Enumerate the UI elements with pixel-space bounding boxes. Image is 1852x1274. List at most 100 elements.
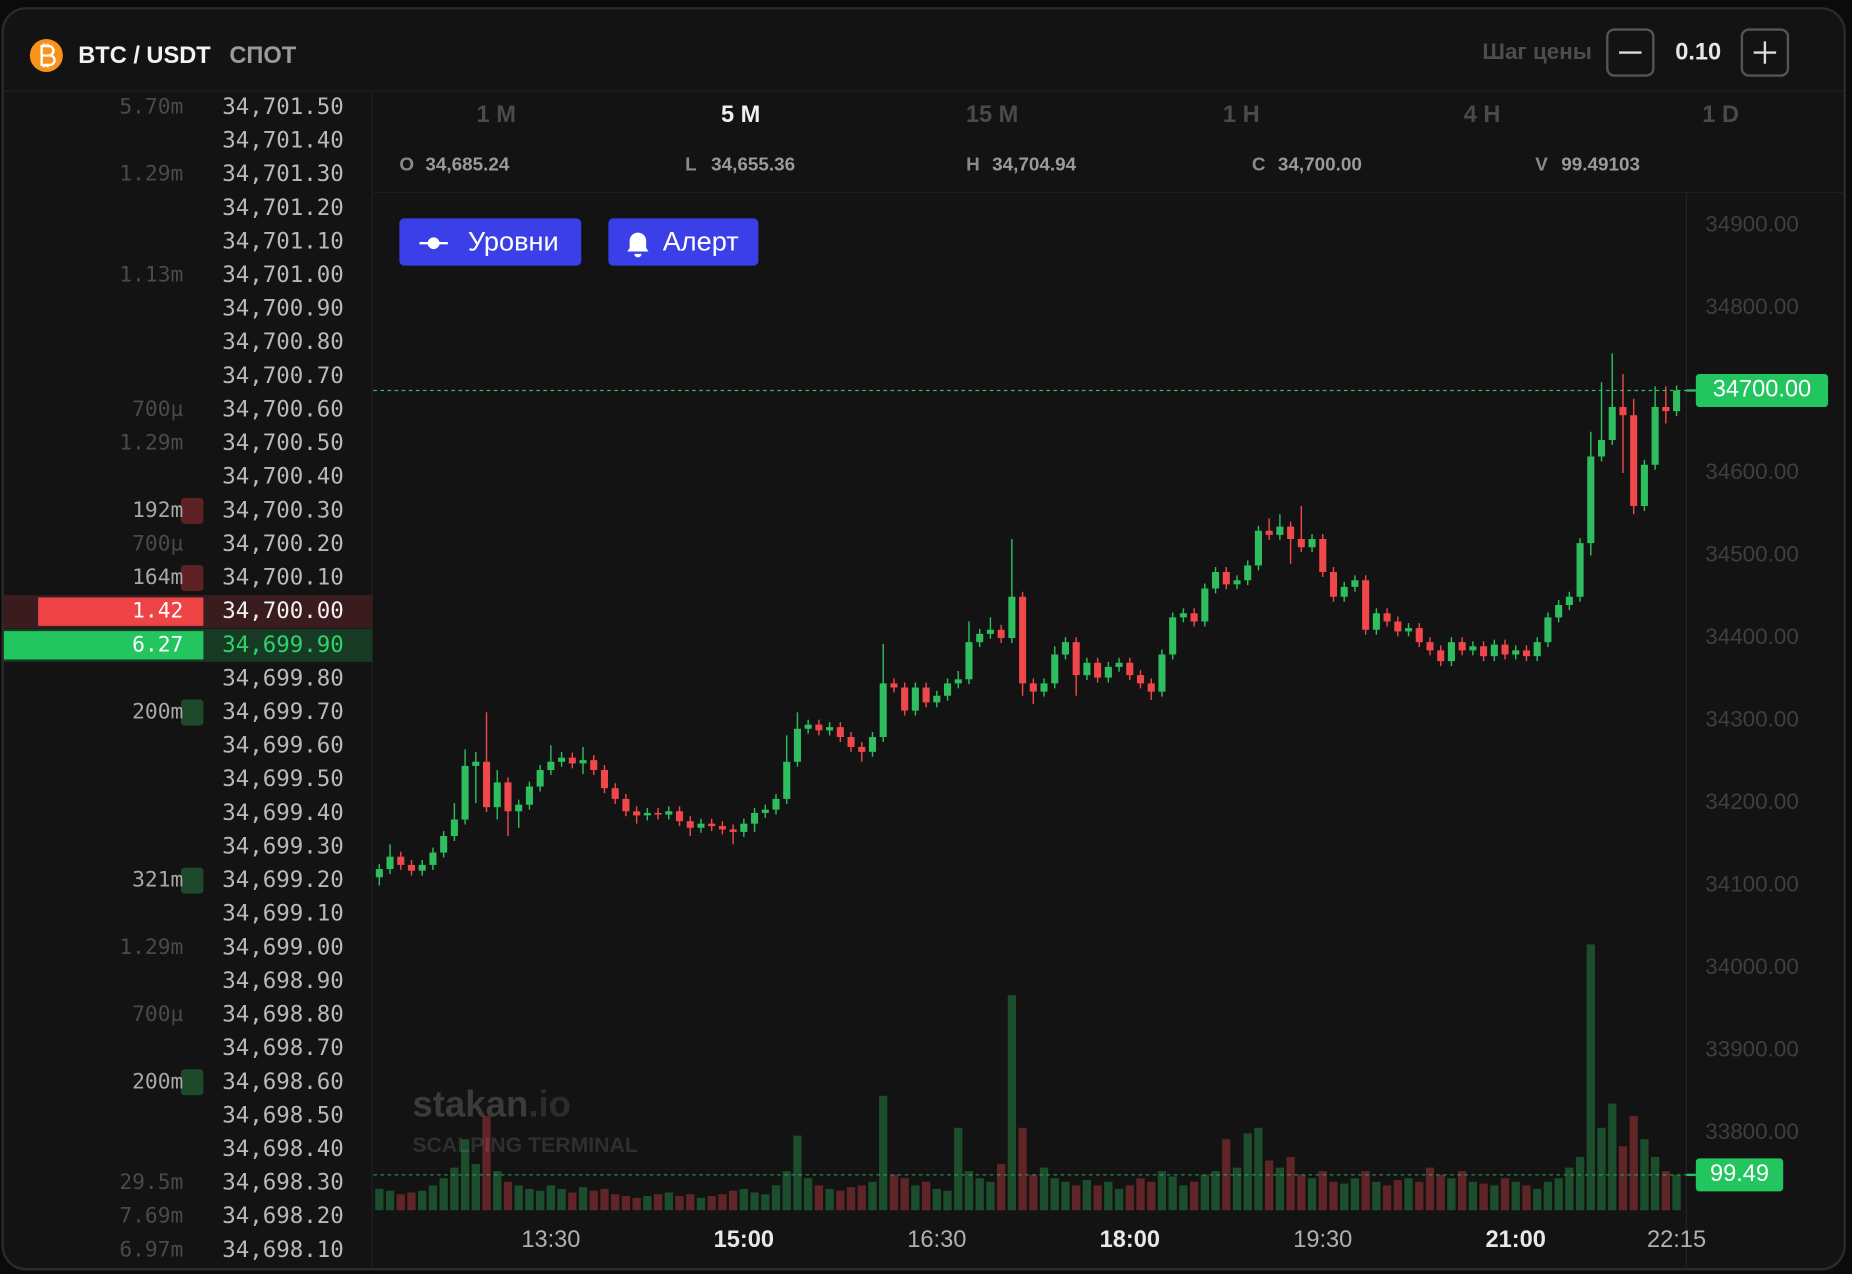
window	[1, 7, 1846, 1271]
volume-bar	[718, 1194, 727, 1211]
volume-bar	[1661, 1171, 1670, 1211]
levels-button-bg[interactable]	[399, 218, 582, 266]
x-tick-label: 18:00	[1100, 1227, 1160, 1253]
x-tick-label: 16:30	[907, 1227, 966, 1253]
volume-bar	[1425, 1167, 1435, 1211]
volume-bar	[1307, 1178, 1317, 1211]
volume-bar	[1157, 1171, 1167, 1211]
candle-body	[1522, 650, 1531, 657]
step-plus-box[interactable]	[1740, 28, 1790, 77]
candle-body	[1576, 543, 1584, 597]
order-price: 34,700.70	[222, 363, 344, 389]
levels-label[interactable]: Уровни	[468, 225, 559, 256]
volume-bar	[1586, 944, 1595, 1211]
volume-bar	[557, 1188, 566, 1211]
candle-body	[954, 679, 962, 684]
candle-body	[911, 687, 919, 711]
last-volume-label: 99.49	[1710, 1161, 1769, 1187]
step-plus[interactable]	[1740, 28, 1790, 77]
alert-label[interactable]: Алерт	[663, 225, 739, 256]
timeframe[interactable]: 1 M	[477, 102, 516, 128]
candle-body	[536, 770, 544, 787]
order-price: 34,698.50	[222, 1102, 344, 1128]
volume-bar	[964, 1171, 974, 1211]
timeframe[interactable]: 5 M	[721, 102, 760, 128]
candle-body	[847, 737, 855, 747]
order-price: 34,698.80	[222, 1002, 344, 1028]
volume-bar	[632, 1197, 641, 1211]
volume-bar	[1018, 1127, 1027, 1211]
volume-bar	[1211, 1171, 1220, 1211]
volume-bar	[921, 1181, 931, 1211]
ohlc-value: 99.49103	[1561, 154, 1640, 175]
volume-bar	[1189, 1181, 1199, 1211]
candle-body	[1480, 646, 1488, 657]
candle-body	[729, 829, 737, 832]
ohlc-value: 34,700.00	[1278, 154, 1362, 175]
volume-bar	[536, 1190, 545, 1211]
volume-bar	[1286, 1156, 1295, 1211]
alert-button[interactable]: Алерт	[608, 218, 759, 266]
volume-bar	[1318, 1171, 1327, 1211]
order-price: 34,698.40	[222, 1136, 344, 1162]
candle-body	[1061, 642, 1070, 655]
volume-bar	[1447, 1178, 1456, 1211]
price-step: 0.10	[1675, 39, 1721, 65]
candle-body	[997, 629, 1005, 639]
candle-body	[1265, 530, 1273, 535]
volume-bar	[1533, 1188, 1542, 1211]
volume-bar	[707, 1196, 716, 1211]
watermark-tagline: SCALPING TERMINAL	[412, 1133, 637, 1157]
order-price: 34,700.20	[222, 531, 344, 557]
candle-body	[1147, 683, 1155, 692]
price-step-label: Шаг цены	[1482, 39, 1592, 64]
order-size: 164m	[132, 565, 183, 590]
timeframe[interactable]: 1 H	[1223, 102, 1260, 128]
volume-bar	[1340, 1183, 1349, 1211]
y-tick-label: 34900.00	[1705, 211, 1799, 236]
candle-body	[1383, 613, 1391, 622]
candle-body	[654, 812, 662, 815]
step-minus-box[interactable]	[1606, 28, 1655, 77]
bid-marker	[180, 699, 204, 726]
candle-body	[761, 809, 769, 813]
volume-bar	[675, 1196, 684, 1211]
candle-body	[665, 811, 673, 815]
order-size: 29.5m	[119, 1170, 183, 1195]
volume-bar	[514, 1185, 523, 1211]
order-book: 5.70m 34,701.50 34,701.40 1.29m 34,701.30 34,…	[3, 94, 373, 1263]
volume-bar	[1029, 1174, 1038, 1211]
ohlc-value: 34,685.24	[425, 154, 509, 175]
candle-body	[976, 633, 984, 643]
timeframe[interactable]: 4 H	[1464, 102, 1501, 128]
candle-body	[1351, 580, 1359, 587]
candle-layer	[375, 353, 1681, 886]
candle-body	[793, 728, 801, 762]
volume-bar	[1104, 1181, 1113, 1211]
levels-button[interactable]: Уровни	[399, 218, 582, 266]
volume-bar	[943, 1190, 952, 1211]
step-minus[interactable]	[1606, 28, 1655, 77]
volume-bar	[385, 1190, 395, 1211]
timeframe[interactable]: 15 M	[966, 102, 1019, 128]
ohlc-key: O	[399, 154, 414, 175]
candle-body	[1512, 650, 1520, 655]
pair: BTC / USDT	[78, 43, 211, 69]
volume-bar	[739, 1188, 748, 1211]
x-tick-label: 13:30	[521, 1227, 580, 1253]
order-price: 34,701.10	[222, 228, 344, 254]
candle-body	[1083, 662, 1091, 676]
ohlc-key: L	[685, 154, 697, 175]
volume-bar	[1200, 1174, 1209, 1211]
candle-body	[611, 788, 619, 799]
volume-bar	[621, 1196, 631, 1211]
y-tick-label: 34600.00	[1705, 459, 1799, 484]
order-price: 34,698.60	[222, 1069, 344, 1095]
timeframe[interactable]: 1 D	[1702, 102, 1739, 128]
alert-button-bg[interactable]	[608, 218, 759, 266]
bid-marker	[180, 1069, 204, 1096]
candle-body	[515, 804, 523, 812]
order-size: 1.13m	[119, 263, 183, 288]
candle-body	[1233, 580, 1241, 585]
